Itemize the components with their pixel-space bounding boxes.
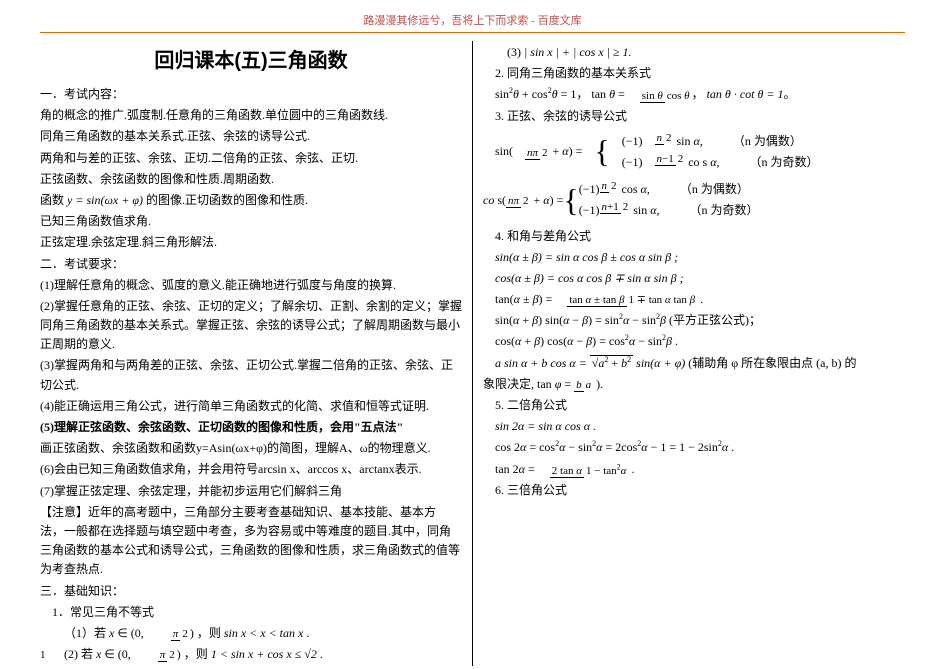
s1-line7: 正弦定理.余弦定理.斜三角形解法. xyxy=(40,233,462,252)
s2-l5: (5)理解正弦函数、余弦函数、正切函数的图像和性质，会用"五点法" xyxy=(40,418,462,437)
r1-a: (3) xyxy=(507,45,524,59)
r3-head: 3. 正弦、余弦的诱导公式 xyxy=(483,107,905,126)
left-column: 回归课本(五)三角函数 一．考试内容： 角的概念的推广.弧度制.任意角的三角函数… xyxy=(30,41,473,666)
s2-l1: (1)理解任意角的概念、弧度的意义.能正确地进行弧度与角度的换算. xyxy=(40,276,462,295)
r3-even-1: （n 为偶数） xyxy=(733,134,802,148)
s1-line2: 同角三角函数的基本关系式.正弦、余弦的诱导公式. xyxy=(40,127,462,146)
s3-i1-a: （1）若 xyxy=(64,626,109,640)
page-number: 1 xyxy=(40,649,46,661)
s3-i1-formula: sin x < x < tan x xyxy=(224,626,304,640)
brace-icon: { xyxy=(582,139,609,165)
s3-i1-b: ，则 xyxy=(197,626,224,640)
r2-f4: tan θ · cot θ = 1 xyxy=(707,87,784,101)
section-3-head: 三．基础知识： xyxy=(40,582,462,601)
doc-title: 回归课本(五)三角函数 xyxy=(40,45,462,77)
s2-note: 【注意】近年的高考题中，三角部分主要考查基础知识、基本技能、基本方 法，一般都在… xyxy=(40,503,462,580)
s1-line5: 函数 y = sin(ωx + φ) 的图像.正切函数的图像和性质. xyxy=(40,191,462,210)
s2-l3: (3)掌握两角和与两角差的正弦、余弦、正切公式.掌握二倍角的正弦、余弦、正切公式… xyxy=(40,356,462,394)
s1-l5-formula: y = sin(ωx + φ) xyxy=(67,193,143,207)
s2-l6b: (6)会由已知三角函数值求角，并会用符号arcsin x、arccos x、ar… xyxy=(40,460,462,479)
r4-aux: a sin α + b cos α = √a2 + b2 sin(α + φ) … xyxy=(483,354,905,373)
s1-l5-c: 的图像.正切函数的图像和性质. xyxy=(143,193,308,207)
r4-f5: sin(α + β) sin(α − β) = sin2α − sin2β (平… xyxy=(483,311,905,330)
r3-cos-case2: (−1)n+12 sin α,（n 为奇数） xyxy=(579,201,759,220)
r2-f1: sin2θ + cos2θ = 1 xyxy=(495,87,576,101)
r4-f1: sin(α ± β) = sin α cos β ± cos α sin β ; xyxy=(483,248,905,267)
s1-line3: 两角和与差的正弦、余弦、正切.二倍角的正弦、余弦、正切. xyxy=(40,149,462,168)
r3-cos-case1: (−1)n2 cos α,（n 为偶数） xyxy=(579,180,759,199)
header-motto: 路漫漫其修远兮，吾将上下而求索 - 百度文库 xyxy=(363,15,581,27)
s3-i2-d: . xyxy=(320,647,323,661)
r4-aux2: 象限决定, tan φ = ba ). xyxy=(483,375,905,394)
r1-formula: | sin x | + | cos x | ≥ 1. xyxy=(524,45,632,59)
s2-l6a: 画正弦函数、余弦函数和函数y=Asin(ωx+φ)的简图，理解A、ω的物理意义. xyxy=(40,439,462,458)
r2-sep3: 。 xyxy=(783,87,795,101)
page-body: 回归课本(五)三角函数 一．考试内容： 角的概念的推广.弧度制.任意角的三角函数… xyxy=(0,41,945,666)
right-column: (3) | sin x | + | cos x | ≥ 1. 2. 同角三角函数… xyxy=(473,41,915,666)
r2-sep1: ， xyxy=(576,87,588,101)
r4-f1-text: sin(α ± β) = sin α cos β ± cos α sin β xyxy=(495,250,671,264)
r4-aux-f: ). xyxy=(596,377,603,391)
s3-item2: (2) 若 x ∈ (0, π2) ，则 1 < sin x + cos x ≤… xyxy=(40,645,462,664)
r3-sin-lhs: sin(nπ2 + α) = xyxy=(483,142,582,161)
r3-sin-block: sin(nπ2 + α) = { (−1)n2 sin α,（n 为偶数） (−… xyxy=(483,130,905,174)
r2-sep2: ， xyxy=(692,87,704,101)
r3-cos-block: co s(nπ2 + α) = { (−1)n2 cos α,（n 为偶数） (… xyxy=(483,178,905,222)
r4-aux-sqrt: √a2 + b2 xyxy=(590,355,633,370)
r5-f3: tan 2α = 2 tan α1 − tan2α . xyxy=(483,460,905,479)
s3-i1-d: . xyxy=(306,626,309,640)
s2-l4: (4)能正确运用三角公式，进行简单三角函数式的化简、求值和恒等式证明. xyxy=(40,397,462,416)
s3-l1: 1．常见三角不等式 xyxy=(40,603,462,622)
section-2-head: 二．考试要求： xyxy=(40,255,462,274)
r5-f2: cos 2α = cos2α − sin2α = 2cos2α − 1 = 1 … xyxy=(483,438,905,457)
section-1-head: 一．考试内容： xyxy=(40,85,462,104)
brace-icon-2: { xyxy=(563,188,578,214)
r6-head: 6. 三倍角公式 xyxy=(483,481,905,500)
r3-even-2: （n 为偶数） xyxy=(680,182,749,196)
s3-i2-a: (2) 若 xyxy=(64,647,96,661)
header-divider xyxy=(40,32,905,33)
r3-sin-case2: (−1)n−12 co s α,（n 为奇数） xyxy=(610,153,819,172)
r4-f6: cos(α + β) cos(α − β) = cos2α − sin2β . xyxy=(483,332,905,351)
r4-f2: cos(α ± β) = cos α cos β ∓ sin α sin β ; xyxy=(483,269,905,288)
s1-line1: 角的概念的推广.弧度制.任意角的三角函数.单位圆中的三角函数线. xyxy=(40,106,462,125)
r5-f1: sin 2α = sin α cos α . xyxy=(483,417,905,436)
s3-item1: （1）若 x ∈ (0, π2) ，则 sin x < x < tan x . xyxy=(40,624,462,643)
r4-aux-tanphi: tan φ = ba xyxy=(537,377,593,391)
r2-formulas: sin2θ + cos2θ = 1， tan θ = sin θcos θ， t… xyxy=(483,85,905,104)
r3-odd-2: （n 为奇数） xyxy=(690,203,759,217)
s2-l2: (2)掌握任意角的正弦、余弦、正切的定义；了解余切、正割、余割的定义；掌握同角三… xyxy=(40,297,462,355)
r4-aux-a: a sin α + b cos α = xyxy=(495,356,590,370)
r5-head: 5. 二倍角公式 xyxy=(483,396,905,415)
s1-l5-a: 函数 xyxy=(40,193,67,207)
s3-i2-b: ，则 xyxy=(184,647,211,661)
r4-f5-formula: sin(α + β) sin(α − β) = sin2α − sin2β xyxy=(495,313,666,327)
r4-f3: tan(α ± β) = tan α ± tan β1 ∓ tan α tan … xyxy=(483,290,905,309)
r4-aux-d: (辅助角 φ 所在象限由点 (a, b) 的 xyxy=(688,356,856,370)
s3-i2-formula: 1 < sin x + cos x ≤ √2 xyxy=(211,647,317,661)
r3-sin-cases: (−1)n2 sin α,（n 为偶数） (−1)n−12 co s α,（n … xyxy=(610,130,819,174)
r4-aux-c: sin(α + φ) xyxy=(633,356,685,370)
r3-sin-case1: (−1)n2 sin α,（n 为偶数） xyxy=(610,132,819,151)
s1-line6: 已知三角函数值求角. xyxy=(40,212,462,231)
r1: (3) | sin x | + | cos x | ≥ 1. xyxy=(483,43,905,62)
s3-i1-interval: x ∈ (0, π2) xyxy=(109,626,194,640)
r3-cos-cases: (−1)n2 cos α,（n 为偶数） (−1)n+12 sin α,（n 为… xyxy=(579,178,759,222)
page-header: 路漫漫其修远兮，吾将上下而求索 - 百度文库 xyxy=(0,0,945,32)
r4-f5-label: (平方正弦公式)； xyxy=(669,313,761,327)
r2-head: 2. 同角三角函数的基本关系式 xyxy=(483,64,905,83)
r3-odd-1: （n 为奇数） xyxy=(750,155,819,169)
s3-i2-interval: x ∈ (0, π2) xyxy=(96,647,181,661)
r4-aux-e: 象限决定, xyxy=(483,377,537,391)
r4-head: 4. 和角与差角公式 xyxy=(483,227,905,246)
r2-f2-frac: tan θ = sin θcos θ xyxy=(591,87,691,101)
s2-l6c: (7)掌握正弦定理、余弦定理，并能初步运用它们解斜三角 xyxy=(40,482,462,501)
r3-cos-lhs: co s(nπ2 + α) = xyxy=(483,191,563,210)
r4-f2-text: cos(α ± β) = cos α cos β ∓ sin α sin β xyxy=(495,271,677,285)
s1-line4: 正弦函数、余弦函数的图像和性质.周期函数. xyxy=(40,170,462,189)
